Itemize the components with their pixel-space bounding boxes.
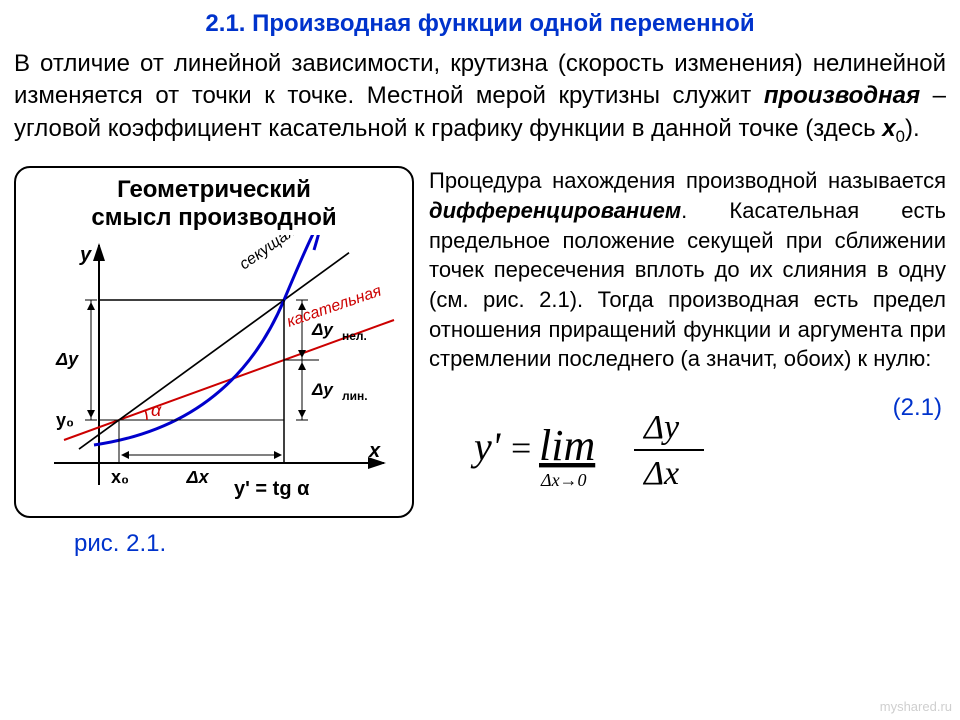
derivative-diagram: y x y₀ x₀ Δy Δy нел. Δy лин. Δx α секущая касательна… [24, 235, 404, 505]
svg-text:Δx→0: Δx→0 [540, 470, 587, 490]
figure-title: Геометрический смысл производной [24, 176, 404, 231]
svg-text:нел.: нел. [342, 329, 367, 343]
intro-paragraph: В отличие от линейной зависимости, крути… [0, 48, 960, 148]
figure-title-line1: Геометрический [117, 176, 311, 203]
svg-text:Δy: Δy [642, 409, 680, 446]
svg-text:Δx: Δx [186, 467, 210, 487]
svg-text:y': y' [470, 424, 502, 469]
figure-box: Геометрический смысл производной y x y₀ x₀ Δ… [14, 166, 414, 518]
formula-limit: y'=limΔx→0 Δy Δx [469, 402, 749, 502]
figure-caption: рис. 2.1. [74, 530, 414, 558]
svg-text:y' = tg α: y' = tg α [234, 478, 310, 500]
watermark: myshаred.ru [880, 699, 952, 714]
svg-text:lim: lim [539, 421, 595, 470]
svg-text:x₀: x₀ [111, 467, 129, 487]
section-heading: 2.1. Производная функции одной переменно… [0, 10, 960, 38]
svg-text:=: = [511, 428, 531, 468]
svg-text:y: y [79, 244, 92, 266]
svg-text:x: x [368, 440, 381, 462]
equation-number: (2.1) [893, 392, 942, 424]
svg-text:y₀: y₀ [56, 410, 74, 430]
svg-text:касательная: касательная [285, 283, 384, 331]
svg-text:Δy: Δy [55, 349, 79, 369]
svg-text:α: α [151, 400, 162, 420]
svg-text:лин.: лин. [342, 389, 368, 403]
svg-text:Δy: Δy [311, 380, 334, 399]
svg-text:секущая: секущая [237, 235, 299, 273]
svg-text:Δx: Δx [642, 455, 679, 492]
figure-title-line2: смысл производной [91, 204, 336, 231]
explain-paragraph: Процедура нахождения производной называе… [429, 166, 946, 374]
svg-text:Δy: Δy [311, 320, 334, 339]
